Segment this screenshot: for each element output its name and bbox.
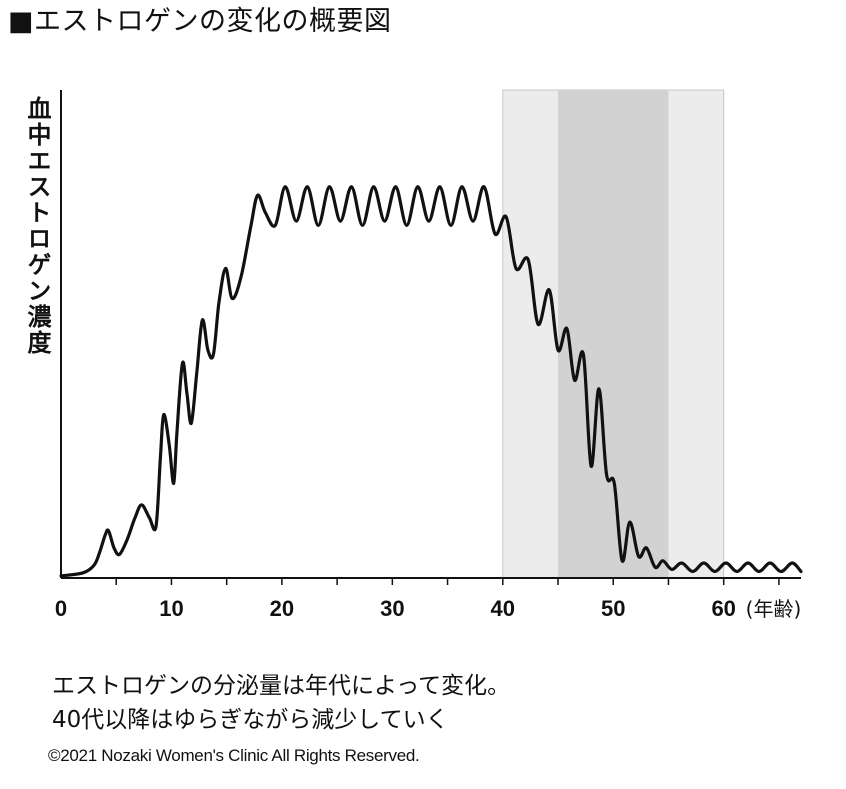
caption-line-1: エストロゲンの分泌量は年代によって変化。 (52, 673, 511, 699)
x-axis-unit-label: (年齢) (746, 597, 802, 621)
x-tick-label: 20 (270, 596, 294, 621)
series-line-0 (59, 185, 803, 578)
shaded-regions (502, 89, 725, 579)
copyright-notice: ©2021 Nozaki Women's Clinic All Rights R… (48, 746, 420, 765)
x-tick-label: 10 (159, 596, 183, 621)
x-tick-label: 50 (601, 596, 625, 621)
x-tick-label: 0 (55, 596, 67, 621)
y-axis-label: 血中エストロゲン濃度 (23, 96, 51, 356)
chart-title: ■エストロゲンの変化の概要図 (8, 6, 392, 37)
axes (60, 90, 801, 579)
x-tick-label: 60 (711, 596, 735, 621)
x-tick-label: 30 (380, 596, 404, 621)
series-group (59, 185, 803, 578)
estrogen-chart: 0 10 20 30 40 50 60 (年齢) (55, 89, 803, 621)
caption-line-2: 40代以降はゆらぎながら減少していく (52, 707, 449, 733)
x-ticks: 0 10 20 30 40 50 60 (年齢) (55, 578, 801, 621)
shaded-region-dark (558, 90, 669, 578)
x-tick-label: 40 (491, 596, 515, 621)
